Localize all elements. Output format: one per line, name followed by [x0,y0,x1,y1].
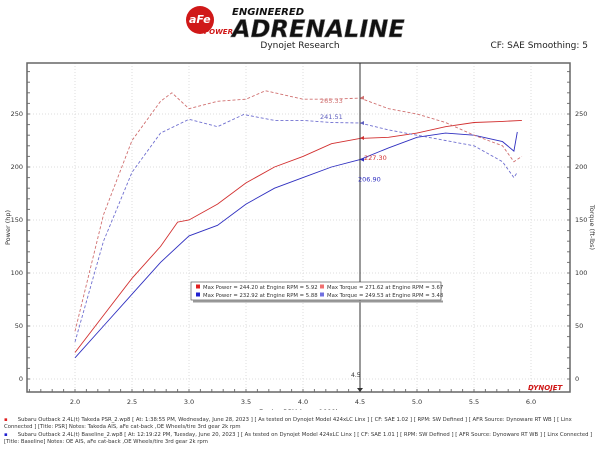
x-tick-label: 2.5 [127,398,137,406]
x-tick-label: 3.0 [184,398,194,406]
x-tick-label: 4.5 [355,398,365,406]
x-axis-label: Engine RPM (rpmx1000) [259,408,338,410]
logo-afe: aFe [189,13,211,26]
x-tick-label: 3.5 [241,398,251,406]
footer-run-1: ▪ Subaru Outback 2.4L(t) Takeda PSR_2.wp… [4,417,596,431]
cf-info: CF: SAE Smoothing: 5 [490,41,588,51]
x-tick-label: 5.0 [412,398,422,406]
legend-swatch [196,284,200,289]
y-tick-label-right: 200 [575,163,587,171]
dynojet-logo: DYNOJET [528,384,564,392]
chart-subtitle: Dynojet Research [260,41,340,51]
y-tick-label-right: 100 [575,269,587,277]
cursor-point-marker [360,95,364,100]
run-2-marker: ▪ [4,432,8,438]
cursor-value-label: 206.90 [358,176,381,184]
series-psr_torque [74,90,523,332]
legend-swatch [320,284,324,289]
x-tick-label: 4.0 [298,398,308,406]
y-tick-label-left: 0 [19,375,23,383]
y-tick-label-left: 200 [11,163,23,171]
run-2-text: Subaru Outback 2.4L(t) Baseline_2.wp8 [ … [4,432,593,445]
legend-swatch [196,292,200,297]
logo-engineered: ENGINEERED [232,7,304,18]
x-tick-label: 5.5 [469,398,479,406]
legend-entry: Max Power = 232.92 at Engine RPM = 5.88 [203,293,318,299]
legend-entry: Max Power = 244.20 at Engine RPM = 5.92 [203,285,318,291]
y-tick-label-right: 50 [575,322,583,330]
legend-entry: Max Torque = 249.53 at Engine RPM = 3.48 [327,293,444,299]
svg-text:POWER: POWER [204,28,233,36]
series-psr_power [74,119,522,353]
y-tick-label-left: 100 [11,269,23,277]
cursor-point-marker [360,136,364,141]
plot-frame [26,62,571,393]
legend-entry: Max Torque = 271.62 at Engine RPM = 3.67 [327,285,443,291]
y-tick-label-left: 250 [11,110,23,118]
series-base_torque [74,114,518,343]
y-axis-label-right: Torque (ft-lbs) [588,204,596,250]
cursor-point-marker [360,157,364,162]
logo-adrenaline: ADRENALINE [230,15,405,40]
run-1-marker: ▪ [4,417,8,423]
cursor-value-label: 227.30 [364,154,387,162]
brand-logo: aFe POWER ENGINEERED ADRENALINE [170,4,450,43]
series-base_power [74,131,518,359]
footer-run-2: ▪ Subaru Outback 2.4L(t) Baseline_2.wp8 … [4,432,596,446]
cursor-marker [357,388,363,392]
y-tick-label-right: 0 [575,375,579,383]
legend-swatch [320,292,324,297]
cursor-point-marker [360,120,364,125]
dyno-chart: 2.0 2.5 3.0 3.5 4.0 4.5 5.0 5.5 6.0 0 0 50 50 100 100 1… [4,62,596,410]
y-tick-label-right: 150 [575,216,587,224]
run-1-text: Subaru Outback 2.4L(t) Takeda PSR_2.wp8 … [4,417,572,430]
cursor-value-label: 241.51 [320,113,343,121]
x-tick-label: 6.0 [526,398,536,406]
legend-box [190,281,442,301]
cursor-value-label: 265.33 [320,97,343,105]
y-axis-label-left: Power (hp) [4,210,12,245]
x-tick-label: 2.0 [70,398,80,406]
y-tick-label-right: 250 [575,110,587,118]
cursor-label: 4.5 [351,372,361,379]
y-tick-label-left: 150 [11,216,23,224]
y-tick-label-left: 50 [15,322,23,330]
